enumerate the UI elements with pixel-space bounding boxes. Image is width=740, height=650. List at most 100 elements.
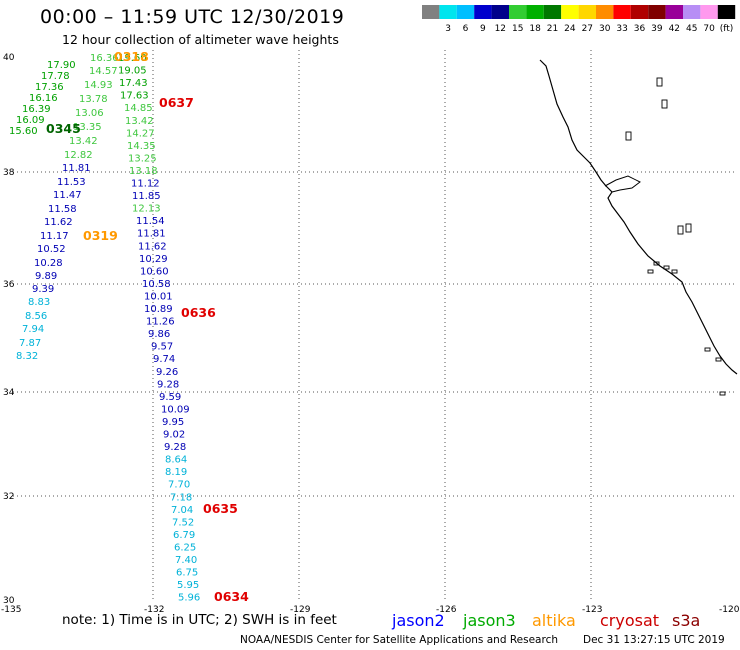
wave-height-value: 11.62: [44, 217, 73, 228]
lake-outline: [677, 225, 684, 235]
wave-height-value: 10.28: [34, 258, 63, 269]
wave-height-value: 14.85: [124, 103, 153, 114]
wave-height-value: 8.19: [165, 467, 187, 478]
wave-height-value: 9.57: [151, 342, 173, 353]
wave-height-value: 8.64: [165, 455, 187, 466]
wave-height-value: 14.27: [126, 128, 155, 139]
color-scale-label: 6: [463, 24, 469, 34]
wave-height-value: 11.81: [62, 163, 91, 174]
color-scale-label: 3: [445, 24, 451, 34]
wave-height-value: 10.09: [161, 404, 190, 415]
color-scale-label: 39: [651, 24, 663, 34]
wave-height-value: 9.89: [35, 271, 57, 282]
wave-height-value: 9.02: [163, 430, 185, 441]
wave-height-value: 13.78: [79, 94, 108, 105]
coastline-path: [539, 59, 738, 375]
wave-height-value: 10.52: [37, 244, 66, 255]
wave-height-value: 11.62: [138, 241, 167, 252]
map-subtitle: 12 hour collection of altimeter wave hei…: [62, 32, 339, 47]
wave-height-value: 9.39: [32, 284, 54, 295]
color-swatch: [456, 5, 475, 19]
bay-outline: [604, 175, 641, 193]
color-swatch: [526, 5, 544, 19]
satellite-legend-item: s3a: [672, 611, 701, 630]
island-outline: [647, 269, 654, 274]
satellite-legend-item: altika: [532, 611, 576, 630]
wave-height-value: 7.04: [171, 505, 193, 516]
color-scale-label: 27: [582, 24, 593, 34]
latitude-tick-label: 30: [3, 596, 15, 606]
wave-height-value: 11.53: [57, 177, 86, 188]
pass-time-label: 0345: [46, 121, 81, 136]
color-scale-label: 45: [686, 24, 697, 34]
color-swatch: [596, 5, 614, 19]
latitude-tick-label: 40: [3, 53, 15, 63]
wave-height-value: 17.90: [47, 60, 76, 71]
color-swatch: [700, 5, 718, 19]
credit-line: NOAA/NESDIS Center for Satellite Applica…: [240, 634, 558, 646]
island-outline: [671, 269, 678, 274]
color-swatch: [509, 5, 527, 19]
color-swatch: [439, 5, 457, 19]
wave-height-value: 10.60: [140, 266, 169, 277]
units-note: note: 1) Time is in UTC; 2) SWH is in fe…: [62, 612, 337, 628]
wave-height-value: 12.82: [64, 150, 93, 161]
color-scale-legend: 3 6 9 12 15 18 21 24 27 30 33 36 39 42 45 70 (ft): [422, 5, 736, 34]
color-swatch: [683, 5, 701, 19]
wave-height-value: 13.06: [75, 108, 104, 119]
color-swatch: [578, 5, 596, 19]
wave-height-value: 13.42: [69, 136, 98, 147]
color-swatch: [613, 5, 631, 19]
wave-height-value: 7.18: [170, 492, 192, 503]
latitude-tick-label: 32: [3, 492, 14, 502]
island-outline: [704, 347, 711, 352]
wave-height-value: 15.60: [9, 126, 38, 137]
map-title: 00:00 – 11:59 UTC 12/30/2019: [40, 6, 345, 28]
wave-height-value: 11.17: [40, 231, 69, 242]
longitude-tick-label: -123: [582, 605, 602, 615]
color-swatch: [561, 5, 579, 19]
wave-height-value: 6.25: [174, 542, 196, 553]
pass-time-label: 0319: [83, 228, 118, 243]
axis-tick-labels: -135 -132 -129 -126 -123 -120 40 38 36 34 32 30: [1, 53, 740, 615]
pass-time-label: 0636: [181, 305, 216, 320]
wave-height-value: 11.54: [136, 216, 165, 227]
color-swatch: [717, 5, 736, 19]
color-swatch: [491, 5, 509, 19]
wave-height-value: 19.60: [118, 53, 147, 64]
latitude-tick-label: 34: [3, 388, 15, 398]
wave-height-value: 6.75: [176, 568, 198, 579]
wave-height-value: 7.94: [22, 324, 44, 335]
color-scale-label: 70: [703, 24, 715, 34]
island-outline: [715, 357, 722, 362]
wave-height-value: 17.63: [120, 91, 149, 102]
color-swatch: [665, 5, 683, 19]
wave-height-value: 11.12: [131, 179, 160, 190]
color-swatch: [422, 5, 440, 19]
satellite-legend-item: jason2: [392, 611, 445, 630]
generated-timestamp: Dec 31 13:27:15 UTC 2019: [583, 634, 725, 646]
longitude-tick-label: -132: [144, 605, 164, 615]
wave-height-value: 9.86: [148, 329, 170, 340]
pass-time-label: 0635: [203, 501, 238, 516]
wave-height-value: 9.28: [157, 379, 179, 390]
wave-height-value: 7.40: [175, 555, 197, 566]
wave-height-value: 13.25: [128, 153, 157, 164]
wave-height-value: 12.13: [132, 204, 161, 215]
wave-height-value: 11.26: [146, 317, 175, 328]
wave-height-value: 13.42: [125, 116, 154, 127]
wave-height-value: 9.59: [159, 392, 181, 403]
color-scale-label: 24: [564, 24, 576, 34]
color-scale-label: 30: [599, 24, 611, 34]
wave-height-value: 14.35: [127, 141, 156, 152]
satellite-legend-item: cryosat: [600, 611, 660, 630]
wave-height-value: 14.57: [89, 66, 118, 77]
lake-outline: [625, 131, 632, 141]
wave-height-value: 17.43: [119, 78, 148, 89]
longitude-tick-label: -129: [290, 605, 311, 615]
longitude-tick-label: -126: [436, 605, 457, 615]
wave-height-value: 7.87: [19, 338, 41, 349]
